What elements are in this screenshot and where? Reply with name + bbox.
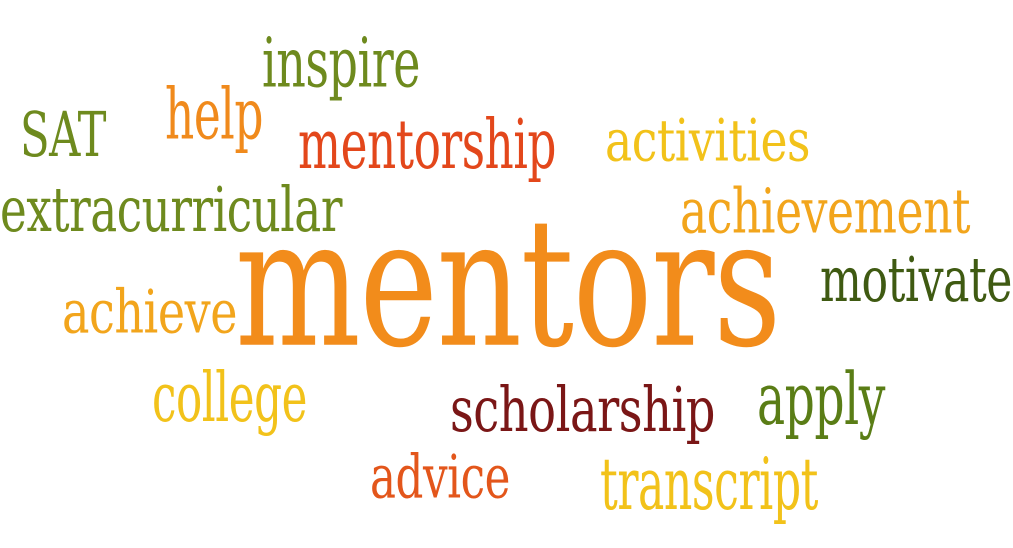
word-motivate: motivate <box>820 244 1012 317</box>
word-college: college <box>152 358 307 438</box>
word-mentorship: mentorship <box>298 105 556 185</box>
word-help: help <box>165 74 263 156</box>
word-transcript: transcript <box>600 441 818 527</box>
word-activities: activities <box>605 106 810 175</box>
word-extracurricular: extracurricular <box>0 174 342 247</box>
word-inspire: inspire <box>262 24 420 104</box>
word-scholarship: scholarship <box>450 374 715 447</box>
word-achievement: achievement <box>680 174 970 248</box>
word-achieve: achieve <box>62 277 237 348</box>
word-apply: apply <box>757 356 885 442</box>
word-advice: advice <box>370 442 510 513</box>
word-sat: SAT <box>20 99 106 172</box>
word-mentors: mentors <box>235 180 781 388</box>
